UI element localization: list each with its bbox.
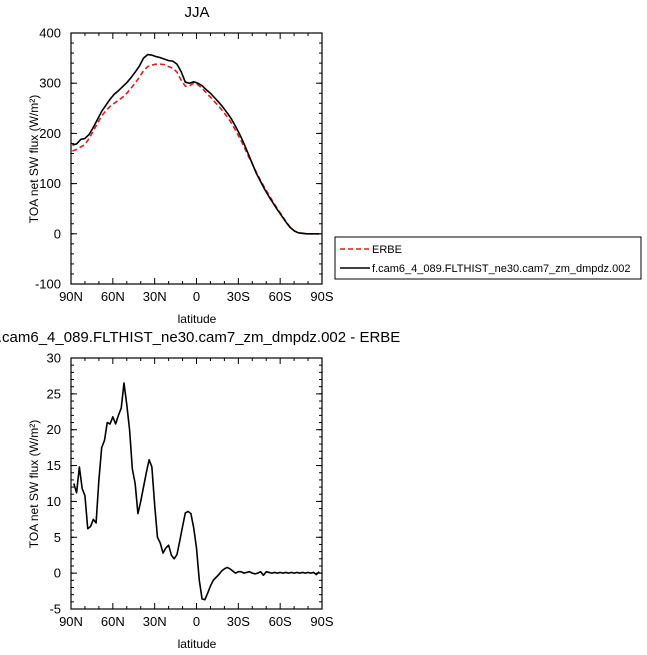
x-tick-label: 90N bbox=[59, 614, 83, 629]
bottom-chart-xlabel: latitude bbox=[178, 637, 217, 651]
y-tick-label: 200 bbox=[39, 126, 61, 141]
y-tick-label: 20 bbox=[47, 422, 61, 437]
y-tick-label: 5 bbox=[54, 530, 61, 545]
x-tick-label: 60S bbox=[269, 289, 292, 304]
y-tick-label: 100 bbox=[39, 176, 61, 191]
x-tick-label: 90S bbox=[310, 614, 333, 629]
bottom-chart: f.cam6_4_089.FLTHIST_ne30.cam7_zm_dmpdz.… bbox=[0, 329, 400, 651]
series-line-0 bbox=[73, 382, 320, 601]
series-line-0 bbox=[72, 63, 320, 235]
legend-box bbox=[334, 236, 642, 280]
x-tick-label: 30N bbox=[143, 614, 167, 629]
top-chart-title: JJA bbox=[184, 4, 209, 21]
top-chart-xlabel: latitude bbox=[178, 312, 217, 326]
top-chart-ylabel: TOA net SW flux (W/m²) bbox=[27, 95, 41, 223]
legend: ERBE f.cam6_4_089.FLTHIST_ne30.cam7_zm_d… bbox=[334, 236, 642, 280]
bottom-chart-frame bbox=[70, 357, 323, 610]
bottom-chart-ylabel: TOA net SW flux (W/m²) bbox=[27, 420, 41, 548]
y-tick-label: 10 bbox=[47, 494, 61, 509]
x-tick-label: 30S bbox=[227, 289, 250, 304]
y-tick-label: 30 bbox=[47, 351, 61, 366]
x-tick-label: 30S bbox=[227, 614, 250, 629]
legend-label-model: f.cam6_4_089.FLTHIST_ne30.cam7_zm_dmpdz.… bbox=[372, 263, 630, 275]
x-tick-label: 0 bbox=[193, 289, 200, 304]
y-tick-label: 15 bbox=[47, 458, 61, 473]
top-chart-frame bbox=[70, 32, 323, 285]
top-chart: JJA 90N 60N 30N 0 30S 60S 90S -100 0 100 200 300 400… bbox=[27, 4, 334, 326]
x-tick-label: 30N bbox=[143, 289, 167, 304]
x-tick-label: 90S bbox=[310, 289, 333, 304]
y-tick-label: 0 bbox=[54, 566, 61, 581]
x-tick-label: 90N bbox=[59, 289, 83, 304]
bottom-chart-title: f.cam6_4_089.FLTHIST_ne30.cam7_zm_dmpdz.… bbox=[0, 329, 400, 346]
y-tick-label: 300 bbox=[39, 76, 61, 91]
y-tick-label: 25 bbox=[47, 386, 61, 401]
x-tick-label: 60N bbox=[101, 289, 125, 304]
y-tick-label: -100 bbox=[35, 277, 61, 292]
x-tick-label: 60S bbox=[269, 614, 292, 629]
x-tick-label: 60N bbox=[101, 614, 125, 629]
y-tick-label: 0 bbox=[54, 226, 61, 241]
legend-label-erbe: ERBE bbox=[372, 244, 402, 256]
series-line-1 bbox=[72, 53, 320, 235]
y-tick-label: 400 bbox=[39, 26, 61, 41]
x-tick-label: 0 bbox=[193, 614, 200, 629]
y-tick-label: -5 bbox=[49, 602, 61, 617]
